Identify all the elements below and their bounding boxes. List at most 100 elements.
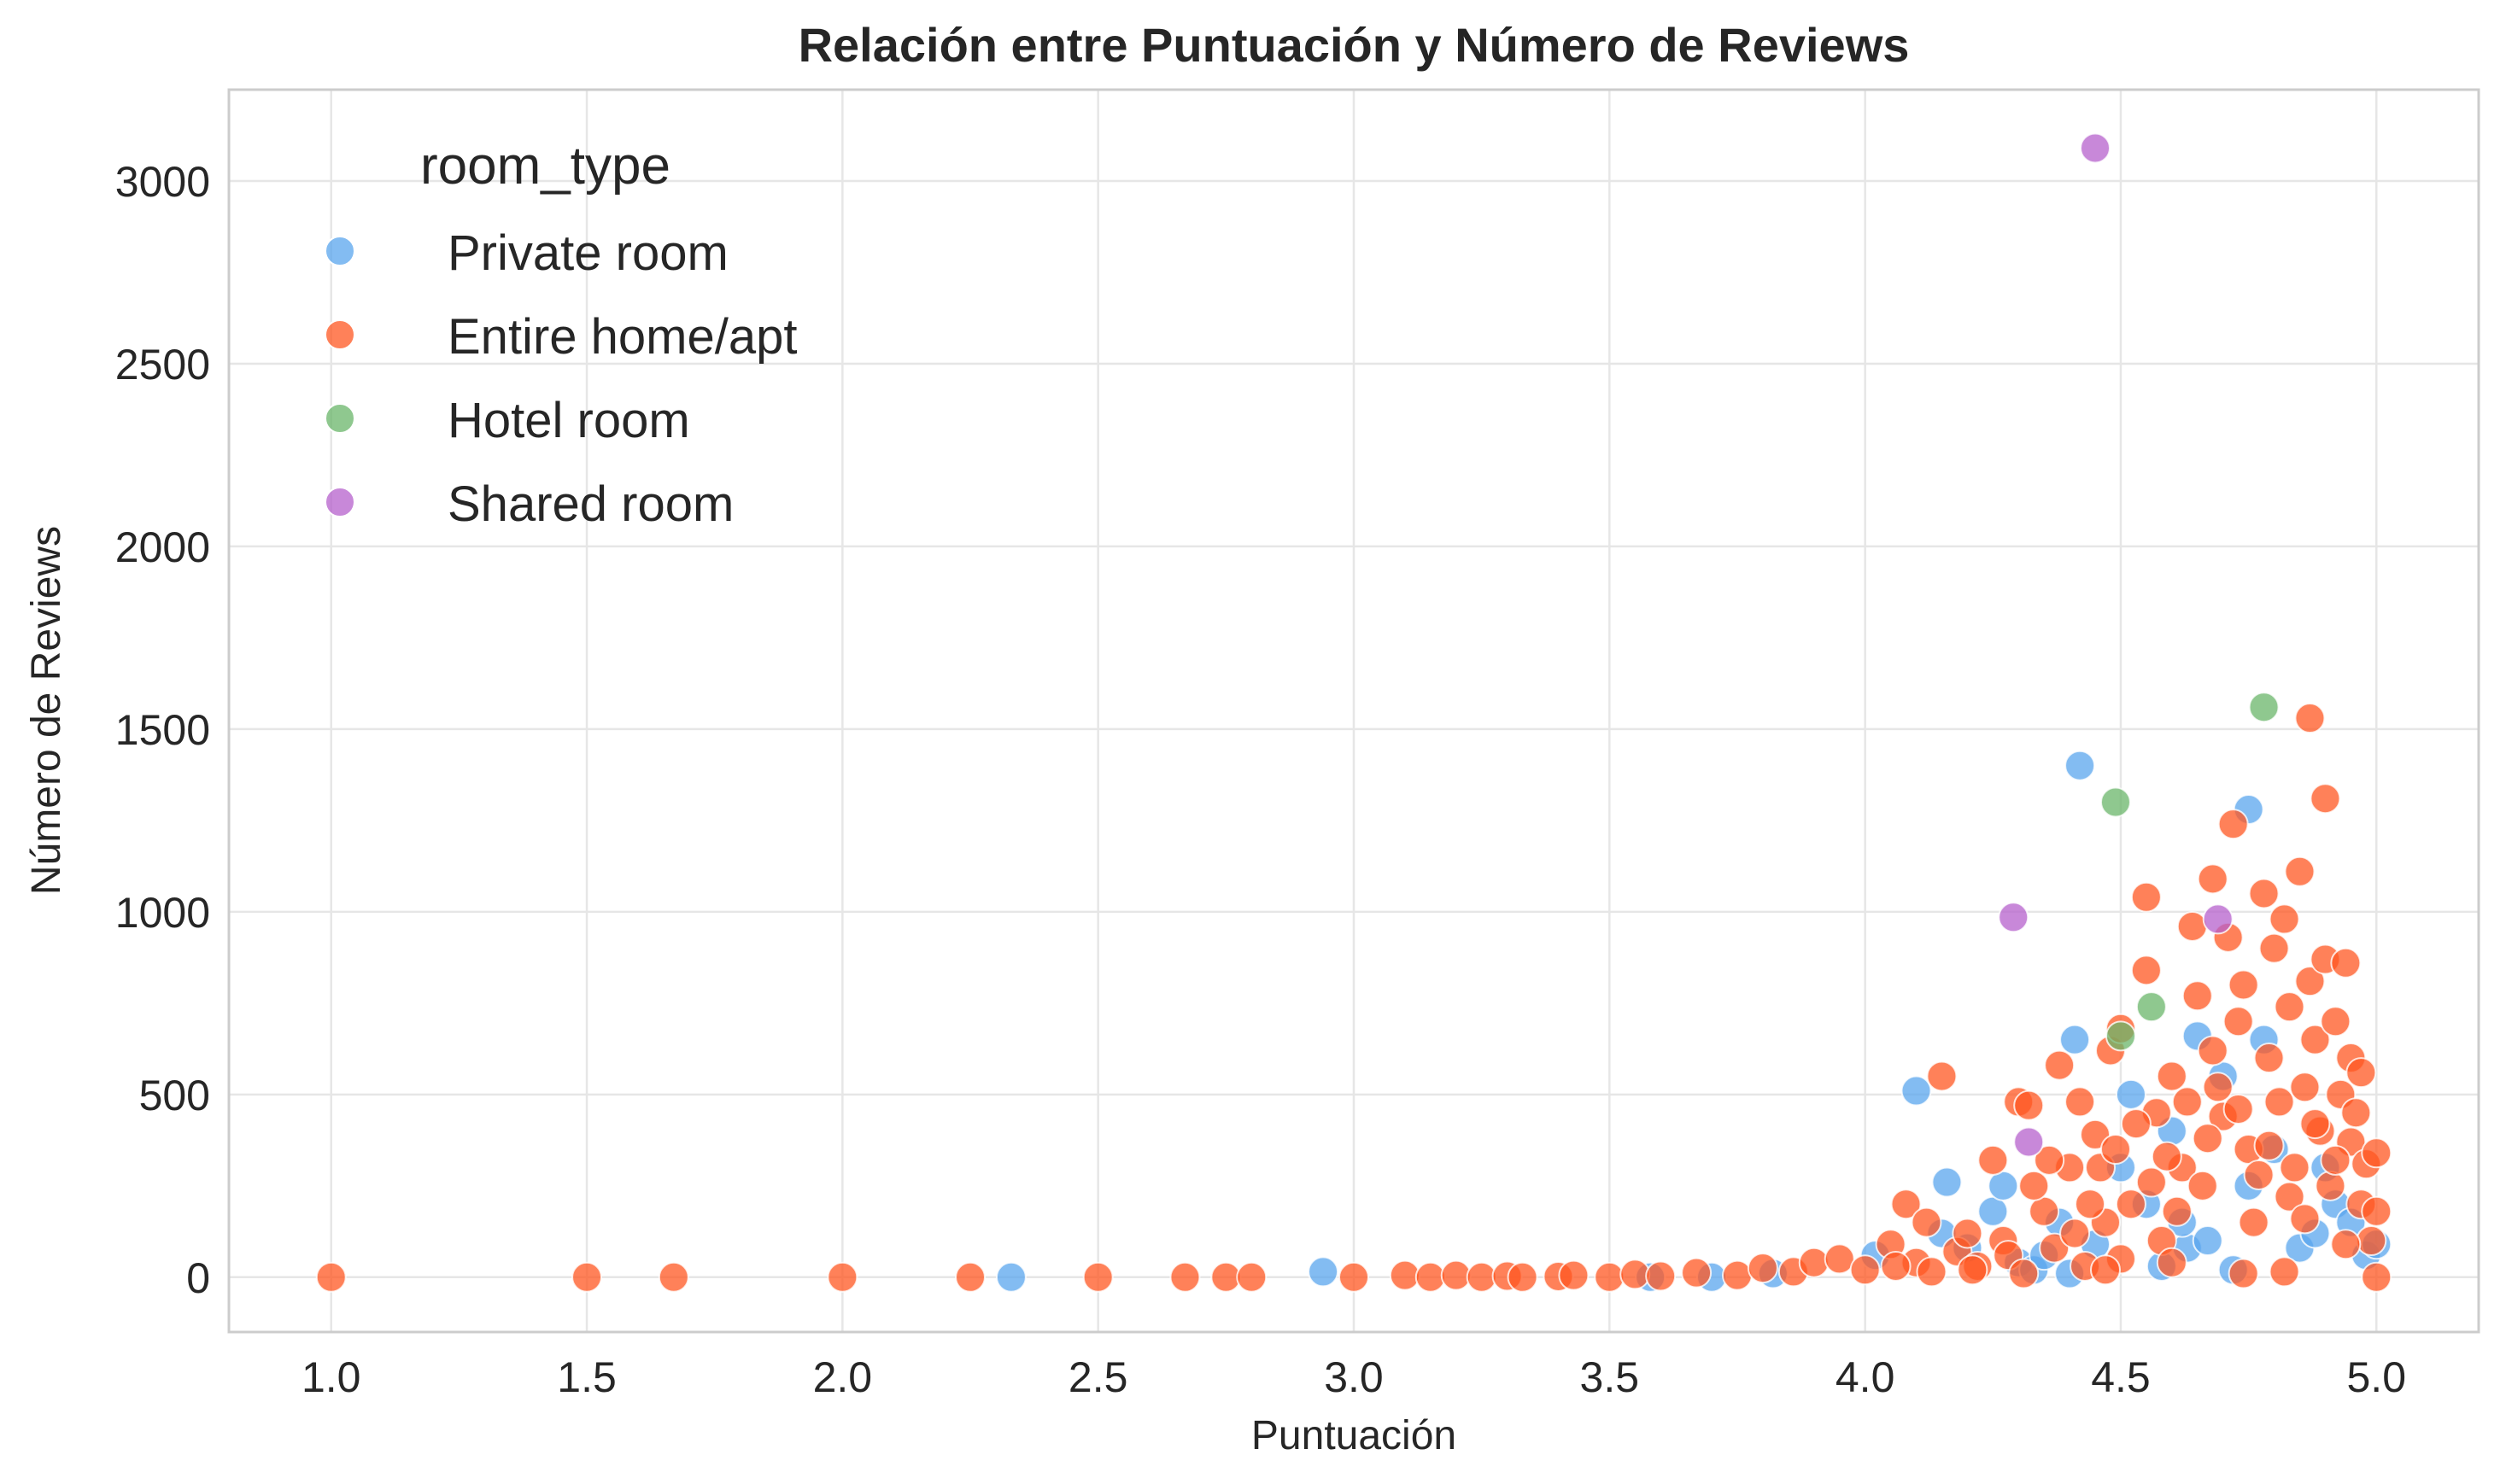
point-entire-home-apt xyxy=(1957,1254,1988,1286)
point-entire-home-apt xyxy=(2253,1043,2285,1074)
point-entire-home-apt xyxy=(2299,1024,2331,1055)
point-entire-home-apt xyxy=(2274,991,2305,1023)
point-entire-home-apt xyxy=(1849,1254,1881,1286)
y-axis-label: Número de Reviews xyxy=(24,526,69,895)
point-hotel-room xyxy=(2105,1020,2136,1052)
point-entire-home-apt xyxy=(1507,1261,1538,1293)
point-private-room xyxy=(995,1261,1027,1293)
point-entire-home-apt xyxy=(2274,1181,2305,1212)
point-entire-home-apt xyxy=(2299,1108,2331,1140)
legend-label: Shared room xyxy=(448,476,734,532)
point-entire-home-apt xyxy=(1389,1259,1420,1291)
point-entire-home-apt xyxy=(2294,966,2326,997)
point-entire-home-apt xyxy=(2018,1170,2050,1201)
point-entire-home-apt xyxy=(2130,955,2162,986)
point-entire-home-apt xyxy=(2284,856,2316,887)
point-entire-home-apt xyxy=(1082,1261,1114,1293)
point-entire-home-apt xyxy=(1798,1247,1830,1278)
point-entire-home-apt xyxy=(2192,1123,2223,1154)
point-private-room xyxy=(2064,750,2096,781)
chart-title: Relación entre Puntuación y Número de Re… xyxy=(799,18,1910,72)
point-entire-home-apt xyxy=(1721,1259,1753,1291)
point-entire-home-apt xyxy=(827,1261,858,1293)
point-private-room xyxy=(1931,1166,1963,1198)
y-tick-label: 0 xyxy=(186,1254,210,1302)
point-entire-home-apt xyxy=(2263,1086,2295,1118)
point-entire-home-apt xyxy=(2361,1195,2392,1227)
point-entire-home-apt xyxy=(2202,1072,2234,1103)
y-tick-label: 2000 xyxy=(115,523,210,571)
y-tick-label: 1000 xyxy=(115,889,210,937)
legend-label: Hotel room xyxy=(448,393,690,448)
legend-marker xyxy=(325,319,355,350)
point-shared-room xyxy=(2080,132,2111,164)
point-entire-home-apt xyxy=(2120,1108,2152,1140)
point-entire-home-apt xyxy=(2228,969,2259,1001)
legend-marker xyxy=(325,236,355,266)
point-entire-home-apt xyxy=(2253,1130,2285,1161)
point-private-room xyxy=(2192,1225,2223,1257)
point-entire-home-apt xyxy=(2330,1229,2362,1260)
point-entire-home-apt xyxy=(2115,1189,2146,1220)
plot-frame xyxy=(227,88,2480,1334)
point-entire-home-apt xyxy=(2197,1035,2228,1066)
point-entire-home-apt xyxy=(2289,1072,2321,1103)
x-axis-label: Puntuación xyxy=(1251,1413,1456,1458)
point-entire-home-apt xyxy=(1890,1189,1922,1220)
point-entire-home-apt xyxy=(1926,1060,1958,1092)
point-entire-home-apt xyxy=(2176,910,2208,942)
legend-label: Private room xyxy=(448,225,729,281)
point-entire-home-apt xyxy=(1169,1261,1201,1293)
point-entire-home-apt xyxy=(2171,1086,2203,1118)
point-entire-home-apt xyxy=(1466,1261,1497,1293)
point-hotel-room xyxy=(2135,991,2167,1023)
point-entire-home-apt xyxy=(2151,1141,2182,1172)
point-entire-home-apt xyxy=(2289,1203,2321,1235)
point-private-room xyxy=(1977,1195,2009,1227)
point-entire-home-apt xyxy=(2064,1086,2096,1118)
point-entire-home-apt xyxy=(2315,1170,2346,1201)
point-hotel-room xyxy=(2248,692,2280,723)
point-entire-home-apt xyxy=(1414,1261,1446,1293)
point-entire-home-apt xyxy=(2330,947,2362,979)
point-entire-home-apt xyxy=(2340,1097,2372,1129)
x-tick-label: 1.0 xyxy=(302,1353,361,1401)
point-entire-home-apt xyxy=(571,1261,603,1293)
point-entire-home-apt xyxy=(1681,1257,1713,1288)
point-entire-home-apt xyxy=(1440,1259,1472,1291)
point-private-room xyxy=(1988,1170,2019,1201)
point-entire-home-apt xyxy=(2181,980,2213,1012)
point-entire-home-apt xyxy=(2059,1218,2091,1249)
point-private-room xyxy=(1308,1256,1339,1288)
point-entire-home-apt xyxy=(2008,1258,2040,1289)
x-tick-label: 4.0 xyxy=(1836,1353,1895,1401)
point-entire-home-apt xyxy=(2248,878,2280,909)
point-entire-home-apt xyxy=(2187,1170,2218,1201)
point-entire-home-apt xyxy=(2228,1258,2259,1289)
point-entire-home-apt xyxy=(2161,1195,2193,1227)
point-entire-home-apt xyxy=(1619,1259,1651,1290)
point-entire-home-apt xyxy=(2029,1195,2060,1227)
point-entire-home-apt xyxy=(315,1261,347,1293)
point-entire-home-apt xyxy=(1338,1261,1369,1293)
point-entire-home-apt xyxy=(2361,1137,2392,1169)
point-entire-home-apt xyxy=(2320,1006,2351,1037)
point-shared-room xyxy=(1998,902,2029,933)
point-entire-home-apt xyxy=(1236,1261,1268,1293)
legend: room_type Private room Entire home/apt Hot… xyxy=(325,137,797,532)
point-entire-home-apt xyxy=(1824,1243,1855,1275)
point-entire-home-apt xyxy=(2130,881,2162,913)
point-entire-home-apt xyxy=(2156,1060,2187,1092)
point-entire-home-apt xyxy=(2099,1134,2131,1166)
legend-marker xyxy=(325,487,355,517)
point-entire-home-apt xyxy=(658,1261,689,1293)
point-entire-home-apt xyxy=(2089,1254,2121,1286)
point-shared-room xyxy=(2202,903,2234,935)
point-entire-home-apt xyxy=(1210,1261,1242,1293)
point-entire-home-apt xyxy=(2222,1006,2254,1037)
point-entire-home-apt xyxy=(2034,1144,2065,1176)
legend-label: Entire home/apt xyxy=(448,309,797,365)
point-entire-home-apt xyxy=(1594,1261,1625,1293)
